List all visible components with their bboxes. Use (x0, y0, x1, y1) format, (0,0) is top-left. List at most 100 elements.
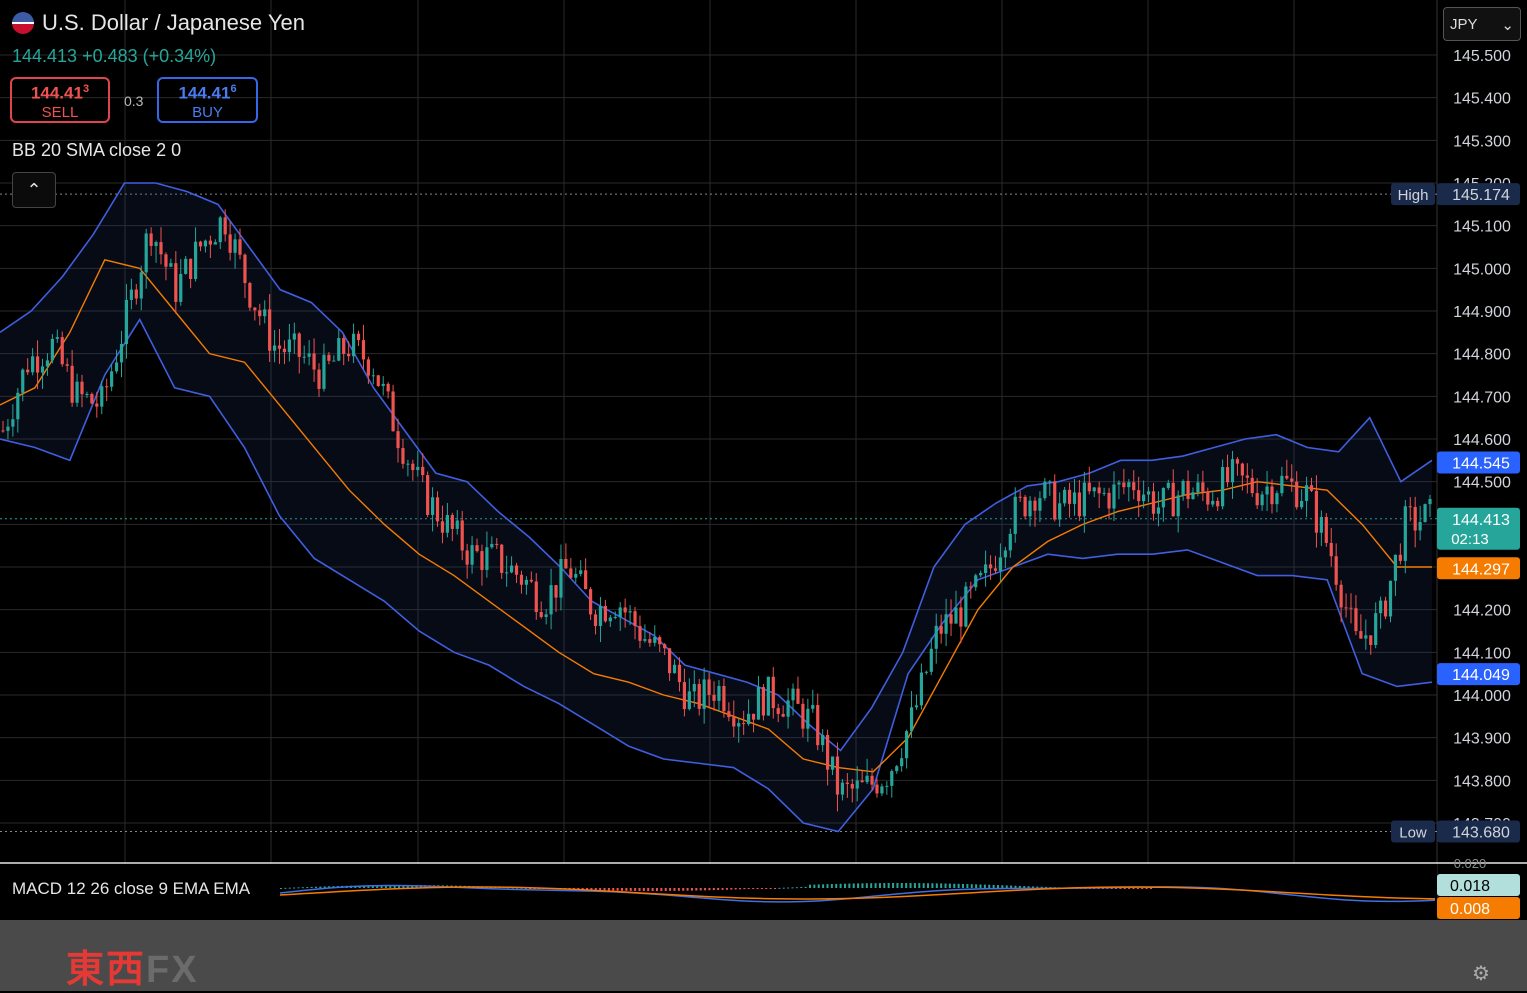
macd-indicator-label[interactable]: MACD 12 26 close 9 EMA EMA (12, 879, 251, 898)
candle-body (124, 299, 129, 345)
candle-body (722, 685, 726, 712)
macd-bar (752, 888, 755, 889)
macd-bar (892, 883, 895, 888)
candle-body (1285, 475, 1289, 479)
candle-body (312, 353, 316, 370)
candle-body (1250, 477, 1254, 494)
candle-body (885, 785, 889, 787)
macd-bar (673, 888, 676, 891)
price-tag (1437, 820, 1520, 843)
candle-body (1161, 487, 1165, 508)
candle-body (974, 575, 978, 588)
macd-bar (830, 884, 833, 888)
candle-body (430, 497, 435, 515)
candle-body (1077, 492, 1082, 517)
candle-body (880, 786, 884, 794)
candle-body (490, 543, 494, 548)
candle-body (569, 568, 573, 578)
bollinger-indicator-label[interactable]: BB 20 SMA close 2 0 (12, 140, 182, 160)
settings-gear-icon[interactable]: ⚙ (1472, 963, 1490, 985)
logo-kanji: 東西 (66, 949, 147, 991)
macd-bar (1115, 888, 1118, 889)
candle-body (1230, 459, 1235, 483)
currency-select[interactable]: JPY ⌄ (1443, 7, 1521, 41)
macd-bar (883, 883, 886, 888)
candle-body (332, 360, 336, 362)
candle-body (179, 273, 183, 302)
candle-body (1142, 494, 1146, 502)
candle-body (1156, 507, 1161, 514)
candle-body (692, 683, 696, 692)
candle-body (588, 589, 593, 615)
macd-bar (835, 883, 838, 888)
candle-body (203, 240, 208, 247)
candle-body (80, 381, 84, 395)
macd-bar (1023, 886, 1026, 888)
candle-body (895, 766, 899, 772)
macd-bar (1136, 888, 1139, 889)
candles (1, 209, 1432, 812)
candle-body (653, 637, 657, 643)
macd-bar (927, 883, 930, 888)
candle-body (376, 375, 380, 386)
macd-bar (699, 888, 702, 891)
candle-body (1013, 496, 1017, 534)
macd-bar (323, 886, 326, 888)
buy-button[interactable]: 144.416 BUY (157, 77, 258, 123)
candle-body (603, 605, 608, 622)
price-tag-label: High (1398, 187, 1429, 204)
candle-body (1063, 489, 1067, 504)
candle-body (223, 217, 227, 235)
macd-bar (594, 888, 597, 891)
candle-body (193, 241, 198, 280)
price-change: 144.413 +0.483 (+0.34%) (12, 46, 217, 66)
macd-bar (1027, 886, 1030, 888)
candle-body (1339, 584, 1343, 608)
candle-body (1072, 492, 1077, 504)
macd-bar (909, 883, 912, 888)
candle-body (218, 217, 222, 243)
candle-body (455, 520, 459, 529)
macd-bar (839, 883, 842, 888)
candle-body (1082, 482, 1086, 517)
countdown: 02:13 (1451, 531, 1489, 548)
candle-body (16, 392, 20, 420)
y-tick-label: 143.800 (1453, 773, 1511, 790)
price-tag (1437, 663, 1520, 686)
candle-body (801, 703, 805, 729)
candle-body (529, 579, 533, 582)
candle-body (1003, 550, 1007, 558)
macd-bar (861, 883, 864, 888)
candle-body (1186, 480, 1190, 499)
candle-body (811, 705, 815, 709)
candle-body (322, 354, 326, 389)
y-tick-label: 144.600 (1453, 432, 1511, 449)
macd-bar (769, 888, 772, 889)
candle-body (198, 241, 203, 247)
candle-body (327, 354, 331, 361)
candle-body (1092, 487, 1096, 492)
candle-body (1304, 485, 1309, 501)
sell-button[interactable]: 144.413 SELL (10, 77, 110, 123)
candle-body (1122, 482, 1126, 488)
sell-price-pip: 3 (82, 83, 90, 95)
tozai-fx-logo: 東西FX (66, 938, 199, 993)
macd-bar (743, 888, 746, 890)
candle-body (524, 579, 528, 585)
chevron-up-icon[interactable]: ⌃ (12, 172, 56, 208)
macd-bar (739, 888, 742, 890)
logo-fx: FX (146, 949, 199, 991)
candle-body (1176, 495, 1180, 517)
macd-bar (983, 884, 986, 888)
candle-body (554, 585, 558, 598)
candle-body (608, 617, 612, 622)
candle-body (1369, 635, 1373, 645)
macd-bar (778, 887, 781, 889)
macd-bar (935, 883, 938, 888)
candle-body (924, 671, 928, 673)
macd-bar (848, 883, 851, 888)
candle-body (944, 614, 948, 634)
candle-body (337, 338, 341, 361)
macd-bar (996, 885, 999, 888)
